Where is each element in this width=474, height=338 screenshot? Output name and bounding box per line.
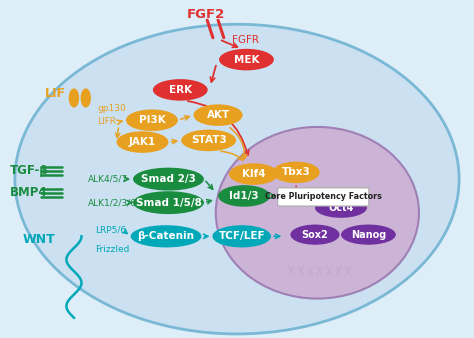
Text: FGF2: FGF2 <box>187 8 226 21</box>
Text: TCF/LEF: TCF/LEF <box>219 231 265 241</box>
Ellipse shape <box>218 185 270 207</box>
Text: Smad 2/3: Smad 2/3 <box>141 174 196 184</box>
Text: Id1/3: Id1/3 <box>229 191 259 201</box>
Text: Core Pluripotency Factors: Core Pluripotency Factors <box>265 192 382 201</box>
Ellipse shape <box>193 104 243 126</box>
Text: JAK1: JAK1 <box>129 137 156 147</box>
Text: β-Catenin: β-Catenin <box>137 231 195 241</box>
Text: Sox2: Sox2 <box>301 230 328 240</box>
Text: ERK: ERK <box>169 85 192 95</box>
Ellipse shape <box>131 225 201 247</box>
Ellipse shape <box>15 24 459 334</box>
Ellipse shape <box>133 191 204 214</box>
Text: LIFR: LIFR <box>98 117 117 126</box>
Text: BMP4: BMP4 <box>10 186 48 199</box>
Text: Klf4: Klf4 <box>242 169 265 179</box>
Text: ALK4/5/7: ALK4/5/7 <box>88 175 128 184</box>
Ellipse shape <box>81 88 91 107</box>
Text: PI3K: PI3K <box>138 115 165 125</box>
Text: Tbx3: Tbx3 <box>282 167 310 177</box>
Ellipse shape <box>126 110 178 131</box>
Text: LRP5/6: LRP5/6 <box>95 225 127 234</box>
Text: STAT3: STAT3 <box>191 136 227 145</box>
Ellipse shape <box>69 88 79 107</box>
Ellipse shape <box>133 168 204 191</box>
Text: MEK: MEK <box>234 55 259 65</box>
Ellipse shape <box>315 198 367 218</box>
Ellipse shape <box>212 225 271 247</box>
Text: AKT: AKT <box>207 110 230 120</box>
Ellipse shape <box>153 79 208 101</box>
Text: ALK1/2/3/6: ALK1/2/3/6 <box>88 198 137 207</box>
Text: Smad 1/5/8: Smad 1/5/8 <box>136 198 201 208</box>
Text: Oct4: Oct4 <box>328 203 354 213</box>
Ellipse shape <box>117 131 168 153</box>
Text: TGF-β: TGF-β <box>10 164 49 177</box>
FancyBboxPatch shape <box>278 188 369 206</box>
Ellipse shape <box>219 49 274 70</box>
Text: Nanog: Nanog <box>351 230 386 240</box>
Text: LIF: LIF <box>45 87 65 100</box>
Text: gp130: gp130 <box>98 104 127 113</box>
Text: WNT: WNT <box>22 233 55 246</box>
Ellipse shape <box>273 162 319 183</box>
Ellipse shape <box>216 127 419 298</box>
Text: Frizzled: Frizzled <box>95 245 129 254</box>
Ellipse shape <box>229 163 278 185</box>
Ellipse shape <box>341 224 396 245</box>
Ellipse shape <box>181 129 236 151</box>
Text: FGFR: FGFR <box>232 35 259 45</box>
Ellipse shape <box>291 224 339 245</box>
